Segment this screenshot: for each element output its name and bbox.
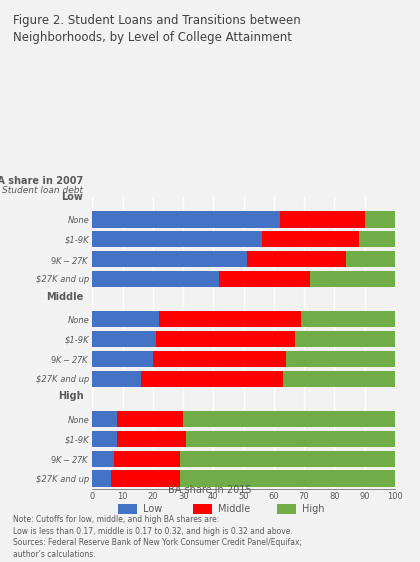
Text: High: High [58,392,83,401]
Bar [92,211,280,228]
Bar [92,411,117,427]
Text: Middle: Middle [46,292,83,302]
Bar [286,351,395,367]
Bar [365,211,395,228]
Bar [159,311,301,328]
Bar [359,231,395,247]
Bar [113,451,180,467]
Bar [346,251,395,267]
Text: Note: Cutoffs for low, middle, and high BA shares are:
Low is less than 0.17, mi: Note: Cutoffs for low, middle, and high … [13,515,302,559]
Bar [92,470,110,487]
Bar [247,251,346,267]
Bar [92,451,113,467]
Text: High: High [302,504,325,514]
Bar [219,271,310,287]
Bar [92,351,153,367]
Bar [117,411,183,427]
Bar [280,211,365,228]
Bar [310,271,395,287]
Bar [92,251,247,267]
Bar [295,331,395,347]
Bar [180,451,395,467]
Bar [301,311,395,328]
Bar [92,271,219,287]
Text: Student loan debt: Student loan debt [3,186,83,195]
Bar [186,431,395,447]
Bar [262,231,359,247]
Bar [110,470,180,487]
Bar [92,331,156,347]
Bar [283,370,395,387]
Text: Middle: Middle [218,504,251,514]
Text: Low: Low [143,504,162,514]
Bar [156,331,295,347]
Bar [141,370,283,387]
Bar [92,231,262,247]
Bar [183,411,395,427]
Bar [153,351,286,367]
Bar [117,431,186,447]
Text: BA share in 2015: BA share in 2015 [168,484,252,495]
Bar [180,470,395,487]
Bar [92,370,141,387]
Bar [92,311,159,328]
Text: Figure 2. Student Loans and Transitions between
Neighborhoods, by Level of Colle: Figure 2. Student Loans and Transitions … [13,14,300,44]
Text: BA share in 2007: BA share in 2007 [0,176,83,187]
Bar [92,431,117,447]
Text: Low: Low [61,192,83,202]
